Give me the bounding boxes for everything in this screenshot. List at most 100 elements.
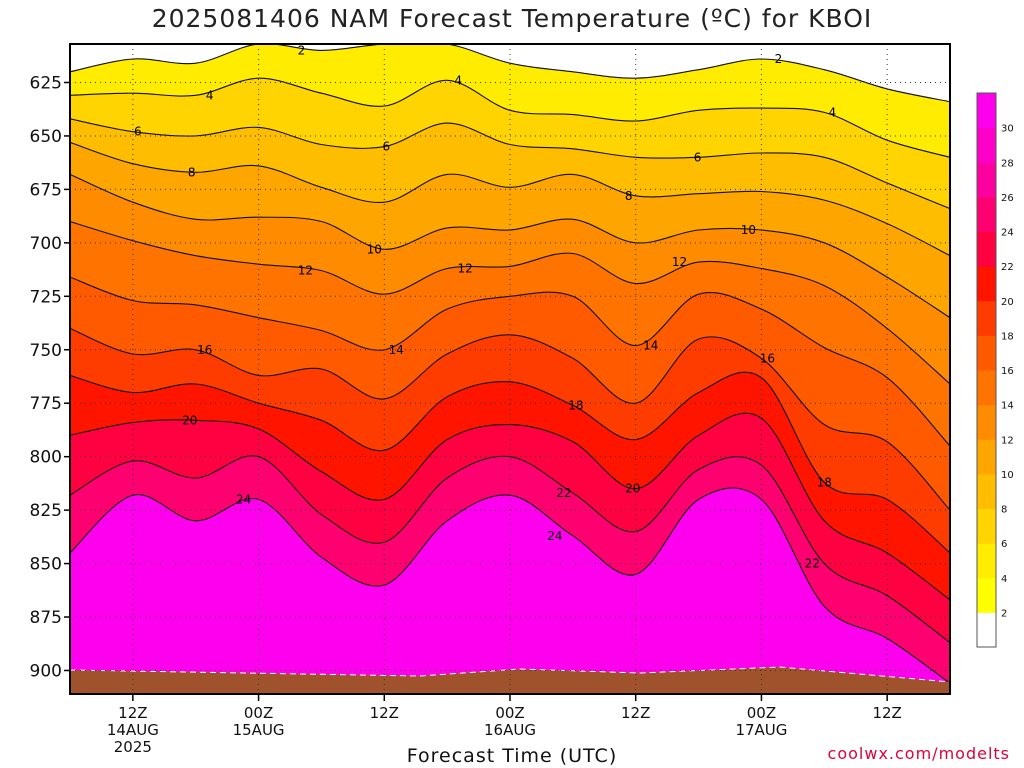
contour-label: 12 xyxy=(298,264,313,278)
x-tick-label: 14AUG xyxy=(107,721,159,739)
y-axis: 625 650 675 700 725 750 775 800 825 850 875 900 xyxy=(30,73,70,681)
colorbar-swatch xyxy=(977,473,996,509)
terrain-surface xyxy=(70,666,950,694)
contour-label: 16 xyxy=(760,351,775,365)
x-tick-label: 00Z xyxy=(495,704,524,722)
colorbar-label: 22 xyxy=(1001,262,1014,273)
colorbar-swatch xyxy=(977,162,996,198)
isotherm-6 xyxy=(70,118,950,210)
isotherm-8 xyxy=(70,141,950,257)
x-tick-label: 16AUG xyxy=(484,721,536,739)
colorbar-swatch xyxy=(977,508,996,544)
x-tick-label: 12Z xyxy=(118,704,147,722)
y-tick-label: 625 xyxy=(30,73,62,93)
colorbar-label: 8 xyxy=(1001,505,1007,516)
isotherm-14 xyxy=(70,276,950,447)
colorbar-swatch xyxy=(977,93,996,129)
y-tick-label: 900 xyxy=(30,661,62,681)
contour-label: 2 xyxy=(298,43,306,57)
contour-label: 24 xyxy=(236,492,251,506)
isotherm-2 xyxy=(70,44,950,103)
colorbar-swatch xyxy=(977,612,996,648)
y-tick-label: 725 xyxy=(30,287,62,307)
colorbar-label: 20 xyxy=(1001,297,1014,308)
y-tick-label: 650 xyxy=(30,127,62,147)
colorbar-label: 2 xyxy=(1001,608,1007,619)
isotherm-4 xyxy=(70,77,950,158)
isotherm-18 xyxy=(70,371,950,554)
contour-label: 20 xyxy=(625,482,640,496)
colorbar-label: 6 xyxy=(1001,539,1007,550)
colorbar-label: 14 xyxy=(1001,401,1014,412)
colorbar-swatch xyxy=(977,543,996,579)
contour-label: 10 xyxy=(367,242,382,256)
chart-title: 2025081406 NAM Forecast Temperature (ºC)… xyxy=(151,4,873,33)
isotherm-contour-layer xyxy=(70,44,950,684)
contour-label: 6 xyxy=(382,140,390,154)
contour-label: 22 xyxy=(805,557,820,571)
y-tick-label: 825 xyxy=(30,501,62,521)
fill-band-coldest xyxy=(70,44,950,102)
isotherm-16 xyxy=(70,327,950,511)
contour-label: 8 xyxy=(625,189,633,203)
colorbar-swatch xyxy=(977,300,996,336)
colorbar-swatch xyxy=(977,266,996,302)
x-tick-label: 00Z xyxy=(244,704,273,722)
colorbar-swatch xyxy=(977,196,996,232)
y-tick-label: 700 xyxy=(30,234,62,254)
x-axis-label: Forecast Time (UTC) xyxy=(406,745,618,767)
isotherm-24 xyxy=(70,487,950,684)
colorbar-label: 12 xyxy=(1001,435,1014,446)
contour-label: 12 xyxy=(672,255,687,269)
contour-label: 2 xyxy=(775,52,783,66)
colorbar-swatch xyxy=(977,231,996,267)
x-tick-label: 15AUG xyxy=(233,721,285,739)
colorbar-frame xyxy=(976,92,997,648)
contour-label: 10 xyxy=(741,223,756,237)
y-tick-label: 775 xyxy=(30,394,62,414)
contour-label: 18 xyxy=(817,475,832,489)
colorbar-label: 24 xyxy=(1001,228,1014,239)
grid-layer xyxy=(70,44,950,694)
contour-label: 6 xyxy=(694,150,702,164)
contour-label: 4 xyxy=(206,88,214,102)
colorbar-swatch xyxy=(977,370,996,406)
x-tick-label: 12Z xyxy=(621,704,650,722)
isotherm-20 xyxy=(70,412,950,601)
contour-label: 22 xyxy=(556,486,571,500)
colorbar-label: 26 xyxy=(1001,193,1014,204)
contour-label: 4 xyxy=(454,73,462,87)
y-tick-label: 675 xyxy=(30,180,62,200)
colorbar-swatch xyxy=(977,127,996,163)
terrain-layer xyxy=(70,666,950,694)
contour-label: 4 xyxy=(828,105,836,119)
contour-label: 16 xyxy=(197,343,212,357)
colorbar-label: 4 xyxy=(1001,574,1007,585)
y-tick-label: 750 xyxy=(30,341,62,361)
x-tick-label: 00Z xyxy=(747,704,776,722)
fill-band-above-4 xyxy=(70,44,950,158)
contour-label: 8 xyxy=(188,165,196,179)
x-tick-label: 12Z xyxy=(872,704,901,722)
colorbar-swatch xyxy=(977,404,996,440)
contour-label: 18 xyxy=(568,398,583,412)
contour-label: 6 xyxy=(134,125,142,139)
isotherm-12 xyxy=(70,220,950,385)
colorbar-swatch xyxy=(977,439,996,475)
colorbar-label: 18 xyxy=(1001,331,1014,342)
y-tick-label: 800 xyxy=(30,448,62,468)
y-tick-label: 850 xyxy=(30,555,62,575)
contour-label: 20 xyxy=(182,413,197,427)
contour-label: 12 xyxy=(458,262,473,276)
contour-label-layer: 2244466688101012121214141616181820202222… xyxy=(134,43,836,571)
source-credit: coolwx.com/modelts xyxy=(827,744,1010,763)
colorbar-swatch xyxy=(977,335,996,371)
contour-label: 14 xyxy=(389,343,404,357)
colorbar-label: 30 xyxy=(1001,124,1014,135)
x-tick-label: 17AUG xyxy=(735,721,787,739)
x-tick-label: 2025 xyxy=(114,738,152,756)
x-tick-label: 12Z xyxy=(370,704,399,722)
